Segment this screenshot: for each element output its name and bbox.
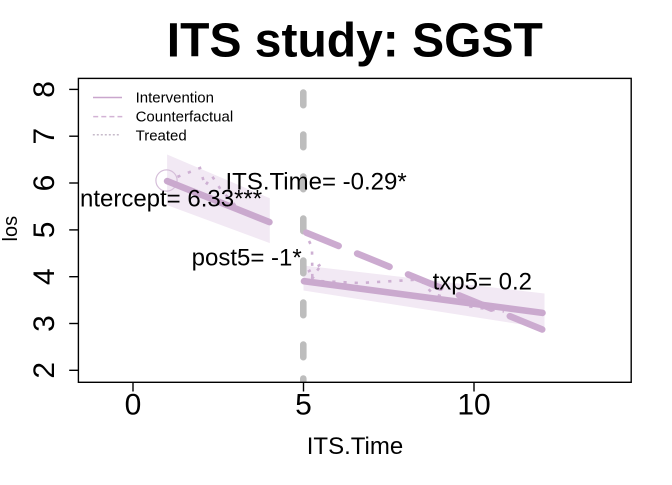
- svg-text:6: 6: [28, 175, 61, 192]
- svg-text:los: los: [0, 216, 22, 242]
- svg-text:ITS.Time: ITS.Time: [307, 433, 403, 460]
- svg-text:3: 3: [28, 315, 61, 332]
- svg-text:Counterfactual: Counterfactual: [136, 109, 234, 126]
- svg-text:Treated: Treated: [136, 128, 187, 145]
- svg-text:2: 2: [28, 362, 61, 379]
- svg-text:5: 5: [28, 222, 61, 239]
- svg-text:10: 10: [457, 389, 490, 422]
- svg-text:0: 0: [125, 389, 142, 422]
- svg-text:Intercept= 6.33***: Intercept= 6.33***: [73, 186, 262, 213]
- svg-text:ITS study: SGST: ITS study: SGST: [167, 15, 543, 68]
- svg-text:ITS.Time= -0.29*: ITS.Time= -0.29*: [226, 169, 407, 196]
- svg-text:5: 5: [295, 389, 312, 422]
- svg-text:7: 7: [28, 128, 61, 145]
- svg-text:4: 4: [28, 268, 61, 285]
- svg-text:8: 8: [28, 81, 61, 98]
- svg-text:post5= -1*: post5= -1*: [192, 245, 302, 272]
- svg-text:txp5= 0.2: txp5= 0.2: [433, 268, 532, 295]
- svg-text:Intervention: Intervention: [136, 89, 214, 106]
